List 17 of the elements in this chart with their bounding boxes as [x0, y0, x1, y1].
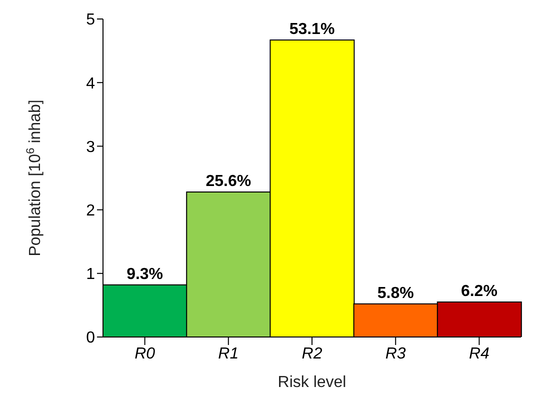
- y-tick-label: 3: [86, 138, 96, 156]
- annotation: 9.3%: [126, 266, 164, 283]
- y-tick-label: 0: [86, 330, 96, 347]
- y-tick-label: 2: [86, 202, 96, 220]
- y-tick-label: 4: [86, 75, 96, 92]
- annotation: 6.2%: [460, 283, 498, 300]
- x-tick-label: R0: [134, 345, 156, 362]
- x-tick-label: R1: [218, 345, 239, 362]
- y-tick-label: 1: [86, 266, 96, 284]
- annotation: 5.8%: [377, 284, 414, 302]
- annotation: 25.6%: [206, 172, 252, 190]
- x-tick-label: R4: [468, 345, 490, 362]
- y-tick-label: 5: [86, 12, 96, 29]
- x-tick-label: R2: [302, 345, 322, 362]
- x-tick-label: R3: [385, 345, 406, 362]
- x-axis-title: Risk level: [278, 374, 346, 391]
- annotation: 53.1%: [289, 20, 335, 38]
